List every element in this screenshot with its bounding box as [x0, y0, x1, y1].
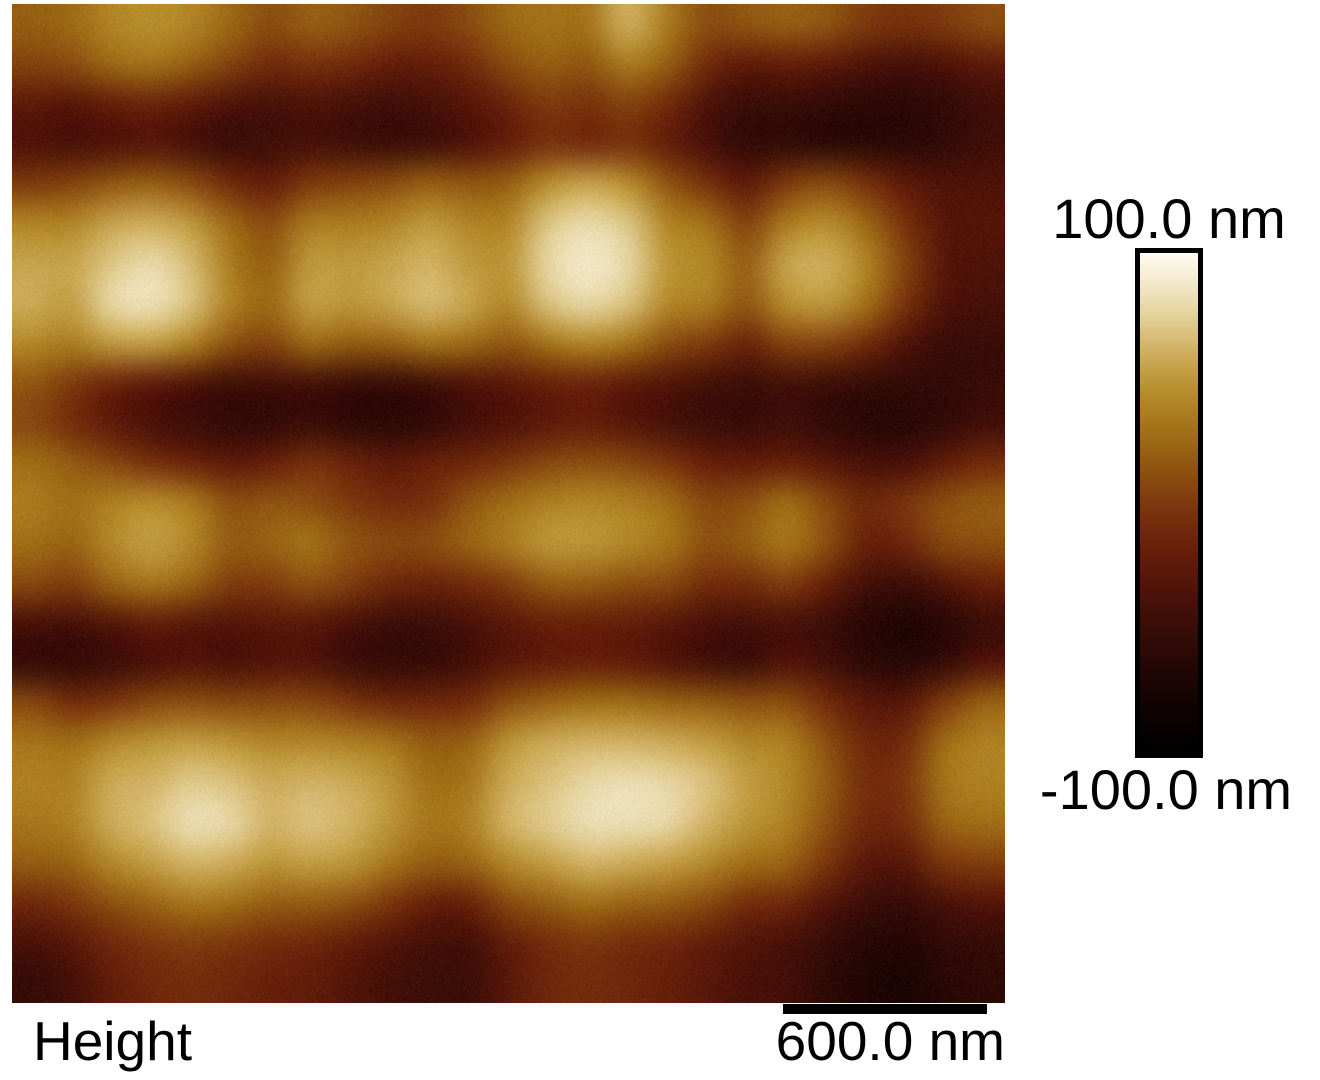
scale-bar-label: 600.0 nm: [775, 1010, 1005, 1072]
colorbar-gradient: [1135, 248, 1203, 758]
afm-height-map: [12, 4, 1005, 1003]
colorbar-max-label: 100.0 nm: [1052, 187, 1286, 250]
channel-label: Height: [33, 1010, 192, 1072]
colorbar-min-label: -100.0 nm: [1039, 758, 1293, 821]
scale-bar: [783, 1004, 987, 1014]
